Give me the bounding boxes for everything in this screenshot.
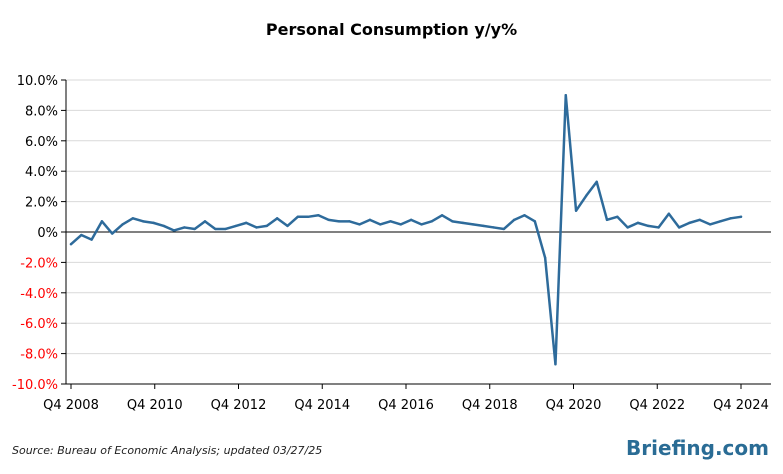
data-point — [100, 220, 104, 223]
series-line — [69, 93, 743, 366]
x-tick-label: Q4 2020 — [546, 398, 602, 413]
y-tick-label: 0% — [37, 226, 58, 241]
data-point — [533, 220, 537, 223]
data-point — [80, 233, 83, 237]
y-tick-label: -6.0% — [20, 317, 58, 332]
y-tick-label: -8.0% — [20, 348, 58, 363]
data-point — [626, 226, 629, 229]
data-point — [554, 363, 557, 366]
data-point — [162, 224, 165, 228]
data-point — [203, 220, 207, 223]
y-tick-labels: 10.0% 8.0% 6.0% 4.0% 2.0% 0% -2.0% -4.0% -6.0% -8… — [12, 74, 58, 393]
data-point — [451, 220, 454, 223]
data-point — [688, 221, 691, 225]
data-point — [172, 229, 176, 232]
data-point — [379, 223, 382, 226]
data-point — [523, 214, 526, 217]
data-point — [296, 215, 299, 218]
data-point — [657, 226, 660, 229]
data-point — [317, 214, 320, 217]
data-point — [141, 220, 145, 223]
data-point — [90, 238, 93, 241]
data-point — [348, 220, 351, 223]
x-tick-label: Q4 2008 — [43, 398, 99, 413]
data-point — [574, 209, 578, 212]
data-point — [513, 218, 516, 222]
data-point — [234, 224, 238, 228]
data-point — [255, 226, 258, 229]
x-tick-label: Q4 2010 — [127, 398, 183, 413]
data-point — [543, 256, 547, 260]
data-point — [677, 226, 681, 229]
x-tick-label: Q4 2016 — [378, 398, 434, 413]
y-tick-label: 6.0% — [25, 135, 58, 150]
data-point — [152, 221, 155, 225]
data-point — [605, 218, 609, 222]
data-point — [368, 218, 372, 222]
x-tick-label: Q4 2022 — [629, 398, 685, 413]
x-tick-label: Q4 2018 — [462, 398, 518, 413]
data-point — [275, 217, 279, 220]
data-point — [183, 226, 186, 229]
data-point — [739, 215, 743, 218]
y-tick-label: 10.0% — [17, 74, 58, 89]
data-point — [471, 223, 475, 226]
data-point — [245, 221, 248, 225]
chart-title: Personal Consumption y/y% — [265, 20, 518, 39]
x-tick-label: Q4 2014 — [294, 398, 350, 413]
data-point — [667, 212, 671, 215]
data-point — [399, 223, 403, 226]
data-point — [729, 217, 732, 220]
data-point — [327, 218, 330, 222]
data-point — [647, 224, 650, 228]
data-point — [636, 221, 640, 225]
data-point — [409, 218, 413, 222]
y-tick-label: -2.0% — [20, 256, 58, 271]
y-tick-label: 2.0% — [25, 196, 58, 211]
data-point — [430, 220, 433, 223]
source-note: Source: Bureau of Economic Analysis; upd… — [12, 444, 323, 457]
data-point — [564, 94, 567, 97]
data-point — [111, 232, 114, 235]
data-point — [131, 217, 135, 220]
y-tick-label: -10.0% — [12, 378, 58, 393]
data-point — [492, 226, 495, 229]
data-point — [502, 227, 506, 231]
data-point — [616, 215, 619, 218]
data-point — [389, 220, 392, 223]
data-point — [306, 215, 310, 218]
data-point — [193, 227, 196, 231]
x-tick-labels: Q4 2008 Q4 2010 Q4 2012 Q4 2014 Q4 2016 Q4 20… — [43, 398, 769, 413]
data-point — [214, 227, 217, 231]
data-point — [121, 223, 124, 226]
data-point — [337, 220, 341, 223]
axes — [61, 79, 771, 389]
data-point — [719, 220, 722, 223]
data-point — [265, 224, 269, 228]
brand-logo: Briefing.com — [626, 436, 769, 460]
data-point — [482, 224, 485, 228]
data-point — [358, 223, 361, 226]
data-point — [595, 180, 598, 184]
y-tick-label: 4.0% — [25, 165, 58, 180]
data-point — [440, 214, 444, 217]
y-tick-label: 8.0% — [25, 104, 58, 119]
x-tick-label: Q4 2024 — [713, 398, 769, 413]
data-point — [224, 227, 227, 231]
data-point — [708, 223, 712, 226]
x-tick-label: Q4 2012 — [211, 398, 267, 413]
data-point — [585, 194, 588, 197]
data-point — [420, 223, 423, 226]
y-tick-label: -4.0% — [20, 287, 58, 302]
data-point — [286, 224, 289, 228]
data-point — [69, 242, 73, 246]
data-point — [461, 221, 464, 225]
series-layer — [69, 93, 743, 366]
data-point — [698, 218, 701, 222]
